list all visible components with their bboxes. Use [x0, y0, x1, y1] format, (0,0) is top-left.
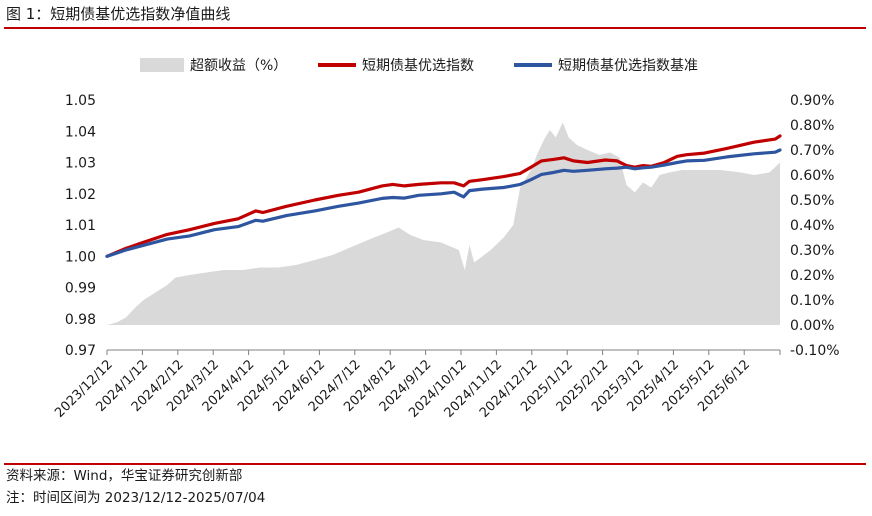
y-left-tick-label: 1.02	[65, 187, 96, 203]
y-left-tick-label: 1.01	[65, 218, 96, 234]
y-left-tick-label: 1.03	[65, 156, 96, 172]
net-value-chart: 0.97 0.98 0.99 1.00 1.01 1.02 1.03 1.04 1.05 -0.1…	[52, 57, 840, 421]
y-left-tick-label: 1.00	[65, 249, 96, 265]
index-line	[105, 134, 782, 258]
y-right-tick-label: 0.40%	[790, 218, 834, 234]
figure-title: 图 1：短期债基优选指数净值曲线	[6, 5, 231, 23]
y-right-tick-label: 0.90%	[790, 93, 834, 109]
y-right-tick-label: 0.20%	[790, 268, 834, 284]
y-right-tick-label: 0.00%	[790, 318, 834, 334]
y-left-tick-label: 1.04	[65, 124, 96, 140]
source-note: 资料来源：Wind，华宝证券研究创新部	[6, 468, 243, 484]
y-right-tick-label: 0.70%	[790, 143, 834, 159]
benchmark-line	[105, 148, 782, 258]
top-rule	[4, 27, 866, 29]
y-left-tick-label: 0.97	[65, 343, 96, 359]
y-right-tick-label: 0.50%	[790, 193, 834, 209]
y-right-tick-label: 0.30%	[790, 243, 834, 259]
y-right-tick-label: 0.10%	[790, 293, 834, 309]
legend-label-benchmark: 短期债基优选指数基准	[558, 57, 698, 74]
legend-label-index: 短期债基优选指数	[362, 57, 474, 74]
y-right-tick-label: 0.80%	[790, 118, 834, 134]
bottom-rule	[4, 463, 866, 465]
legend-label-excess: 超额收益（%）	[190, 58, 287, 74]
y-left-tick-label: 1.05	[65, 93, 96, 109]
excess-return-layer	[107, 122, 780, 325]
y-right-tick-label: -0.10%	[790, 343, 840, 359]
index-lines-layer	[105, 134, 782, 258]
y-right-tick-label: 0.60%	[790, 168, 834, 184]
y-left-tick-label: 0.98	[65, 312, 96, 328]
y-left-tick-label: 0.99	[65, 281, 96, 297]
legend: 超额收益（%） 短期债基优选指数 短期债基优选指数基准	[140, 57, 698, 74]
excess-return-area	[107, 122, 780, 325]
period-note: 注：时间区间为 2023/12/12-2025/07/04	[6, 490, 266, 506]
legend-swatch-excess	[140, 58, 184, 72]
